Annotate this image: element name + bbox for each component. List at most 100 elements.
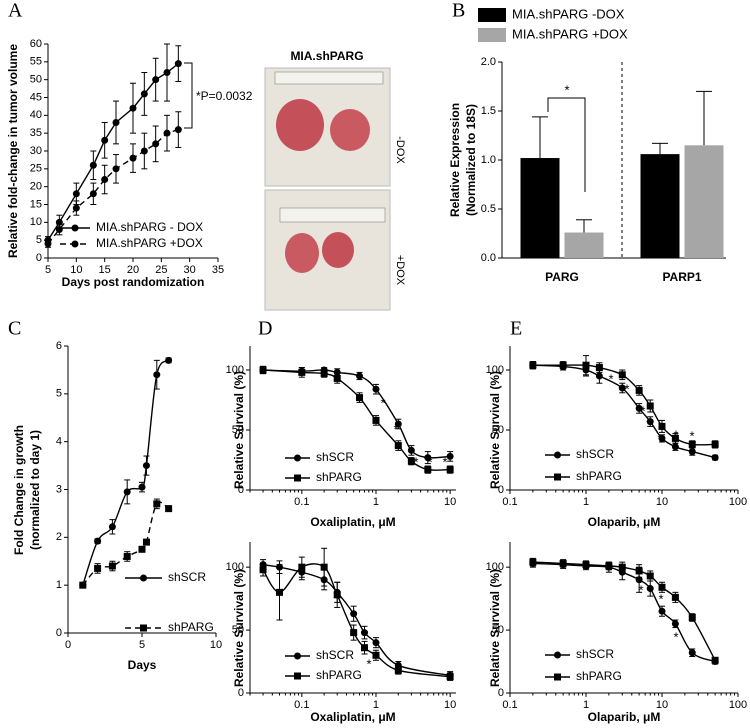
x-tick-label: 0.1 [294, 496, 309, 508]
marker [123, 488, 131, 496]
marker [129, 104, 137, 112]
legend-label: shSCR [576, 447, 614, 461]
legend-label: MIA.shPARG -DOX [512, 6, 625, 21]
marker [89, 190, 97, 198]
photo-title: MIA.shPARG [290, 49, 363, 63]
y-tick-label: 1.5 [481, 105, 496, 117]
marker [174, 126, 182, 134]
marker [165, 356, 173, 364]
marker [618, 384, 626, 392]
y-tick-label: 6 [56, 340, 62, 352]
marker [372, 385, 380, 393]
y-tick-label: 50 [232, 624, 244, 636]
marker [259, 366, 267, 374]
x-tick-label: 10 [70, 264, 82, 276]
legend-marker [140, 624, 147, 632]
x-tick-label: 1 [583, 699, 589, 711]
x-tick-label: 35 [212, 264, 224, 276]
y-tick-label: 0 [238, 687, 244, 699]
marker [333, 368, 341, 376]
marker [529, 361, 537, 369]
marker [372, 416, 380, 424]
panel-letter: C [8, 318, 21, 340]
marker [671, 620, 679, 628]
panel-letter: B [452, 0, 465, 22]
y-tick-label: 1 [56, 579, 62, 591]
y-tick-label: 30 [30, 145, 42, 157]
marker [559, 361, 567, 369]
tumor-photos [264, 67, 391, 311]
marker [153, 371, 161, 379]
marker [394, 666, 402, 674]
y-tick-label: 100 [226, 364, 244, 376]
y-axis-label: Relative fold-change in tumor volume [6, 44, 20, 258]
marker [646, 572, 654, 580]
marker [333, 374, 341, 382]
marker [407, 457, 415, 465]
marker [671, 434, 679, 442]
x-tick-label: 0 [65, 639, 71, 651]
marker [138, 545, 146, 553]
marker [646, 418, 654, 426]
legend-label: shPARG [316, 470, 362, 484]
x-tick-label: 10 [656, 496, 668, 508]
marker [142, 538, 150, 546]
annotation: * [689, 428, 694, 443]
series-line [47, 63, 179, 241]
x-tick-label: 20 [127, 264, 139, 276]
y-tick-label: 50 [492, 424, 504, 436]
annotation: * [658, 591, 663, 606]
marker [446, 452, 454, 460]
marker [152, 140, 160, 148]
y-tick-label: 100 [226, 561, 244, 573]
series-line [82, 359, 170, 586]
marker [372, 651, 380, 659]
x-tick-label: 0.1 [502, 496, 517, 508]
legend-marker [554, 651, 561, 659]
marker [407, 446, 415, 454]
x-tick-label: 0.1 [294, 699, 309, 711]
marker [711, 454, 719, 462]
marker [688, 614, 696, 621]
marker [94, 537, 102, 545]
marker [165, 505, 173, 513]
annotation: * [640, 403, 645, 418]
y-tick-label: 5 [56, 388, 62, 400]
marker [618, 371, 626, 379]
annotation: * [624, 381, 629, 396]
legend-marker [294, 474, 301, 482]
marker [153, 500, 161, 508]
y-tick-label: 5 [36, 234, 42, 246]
marker [595, 372, 603, 380]
marker [298, 563, 306, 571]
marker [688, 448, 696, 456]
legend-label: shSCR [316, 648, 354, 662]
x-axis-label: Oxaliplatin, μM [310, 515, 395, 529]
legend-marker [71, 240, 79, 248]
tumor [276, 99, 324, 151]
marker [635, 404, 643, 412]
marker [559, 559, 567, 567]
marker [595, 364, 603, 372]
marker [259, 566, 267, 574]
legend-label: shPARG [576, 469, 622, 483]
y-tick-label: 100 [486, 364, 504, 376]
marker [635, 576, 643, 584]
marker [350, 610, 358, 618]
x-tick-label: 10 [444, 699, 456, 711]
marker [711, 440, 719, 448]
y-axis-label: Relative Survival (%) [488, 371, 502, 489]
y-tick-label: 45 [30, 91, 42, 103]
y-tick-label: 50 [232, 424, 244, 436]
marker [174, 60, 182, 68]
marker [582, 561, 590, 569]
y-tick-label: 25 [30, 163, 42, 175]
x-tick-label: 1 [583, 496, 589, 508]
marker [276, 588, 284, 596]
legend-label: shPARG [316, 668, 362, 682]
x-axis-label: Days [128, 658, 157, 672]
marker [356, 372, 364, 380]
marker [360, 629, 368, 637]
panel-letter: A [8, 0, 23, 22]
x-axis-label: Oxaliplatin, μM [310, 710, 395, 724]
